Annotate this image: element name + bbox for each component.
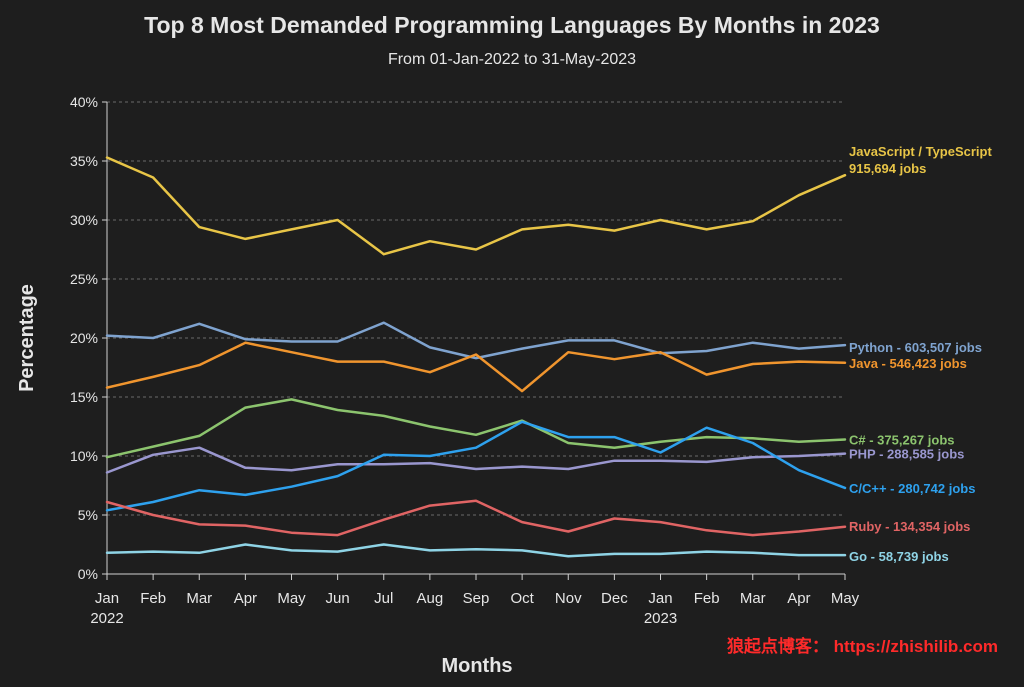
series-end-label: Ruby - 134,354 jobs [849,519,970,534]
gridlines [107,101,845,516]
x-tick-label: Aug [417,590,444,607]
x-tick-label: Jul [374,590,393,607]
series-line-python [105,321,847,360]
x-tick-label: Sep [463,590,490,607]
y-axis-label: Percentage [16,284,38,392]
series-end-label: JavaScript / TypeScript [849,144,992,159]
series-lines [105,156,847,558]
y-tick-label: 0% [78,566,98,582]
x-tick-label: May [831,590,860,607]
series-end-label: PHP - 288,585 jobs [849,447,964,462]
series-end-label: C/C++ - 280,742 jobs [849,481,975,496]
y-tick-label: 20% [70,330,98,346]
x-tick-label: Feb [694,590,720,607]
x-tick-label: Jan [648,590,672,607]
series-line-php [105,446,847,474]
series-line-javascript-typescript [105,156,847,256]
x-tick-label: May [277,590,306,607]
x-tick-label: Nov [555,590,582,607]
x-tick-label: Jan [95,590,119,607]
y-tick-label: 5% [78,507,98,523]
x-tick-label: Apr [234,590,257,607]
x-tick-label: Jun [326,590,350,607]
series-line-go [105,543,847,558]
series-labels: JavaScript / TypeScript 915,694 jobs Pytho… [849,144,992,564]
series-end-label-jobs: 915,694 jobs [849,161,926,176]
x-tick-label: Dec [601,590,628,607]
x-axis-label: Months [441,655,512,677]
series-end-label: Java - 546,423 jobs [849,356,967,371]
y-tick-label: 10% [70,448,98,464]
x-year-label: 2023 [644,610,677,627]
series-line-c- [105,398,847,459]
series-end-label: Python - 603,507 jobs [849,340,982,355]
axes: 0% 5% 10% 15% 20% 25% 30% 35% 40% Jan Feb Mar Apr May… [70,94,860,627]
y-tick-label: 15% [70,389,98,405]
y-tick-label: 30% [70,212,98,228]
x-year-label: 2022 [90,610,123,627]
series-end-label: Go - 58,739 jobs [849,549,949,564]
y-tick-label: 35% [70,153,98,169]
x-tick-label: Apr [787,590,810,607]
y-tick-label: 25% [70,271,98,287]
x-tick-label: Feb [140,590,166,607]
chart-subtitle: From 01-Jan-2022 to 31-May-2023 [388,51,636,68]
x-tick-label: Mar [740,590,766,607]
x-tick-label: Oct [510,590,534,607]
watermark: 狼起点博客： https://zhishilib.com [727,636,998,656]
chart-title: Top 8 Most Demanded Programming Language… [144,12,880,38]
series-line-c-c- [105,420,847,512]
y-tick-label: 40% [70,94,98,110]
x-tick-label: Mar [186,590,212,607]
series-end-label: C# - 375,267 jobs [849,432,955,447]
series-line-java [105,341,847,393]
series-line-ruby [105,499,847,537]
